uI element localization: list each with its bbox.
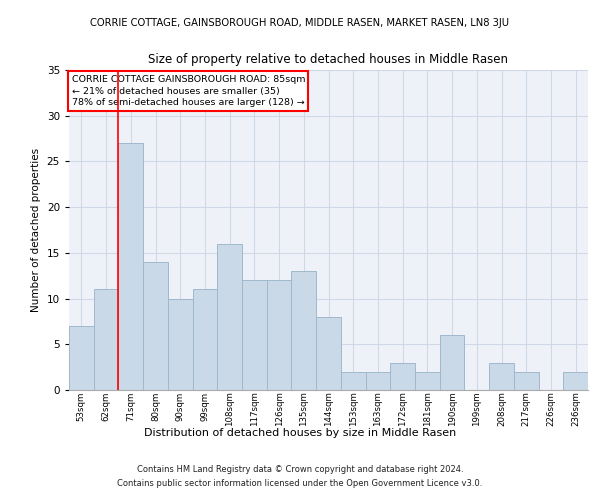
Text: Contains HM Land Registry data © Crown copyright and database right 2024.: Contains HM Land Registry data © Crown c… <box>137 466 463 474</box>
Bar <box>440 335 464 390</box>
Bar <box>292 271 316 390</box>
Text: CORRIE COTTAGE GAINSBOROUGH ROAD: 85sqm
← 21% of detached houses are smaller (35: CORRIE COTTAGE GAINSBOROUGH ROAD: 85sqm … <box>71 75 305 108</box>
Bar <box>390 362 415 390</box>
Bar <box>365 372 390 390</box>
Bar <box>118 143 143 390</box>
Text: Distribution of detached houses by size in Middle Rasen: Distribution of detached houses by size … <box>144 428 456 438</box>
Text: CORRIE COTTAGE, GAINSBOROUGH ROAD, MIDDLE RASEN, MARKET RASEN, LN8 3JU: CORRIE COTTAGE, GAINSBOROUGH ROAD, MIDDL… <box>91 18 509 28</box>
Bar <box>143 262 168 390</box>
Bar <box>217 244 242 390</box>
Bar <box>69 326 94 390</box>
Y-axis label: Number of detached properties: Number of detached properties <box>31 148 41 312</box>
Bar <box>514 372 539 390</box>
Bar <box>341 372 365 390</box>
Bar <box>267 280 292 390</box>
Bar <box>168 298 193 390</box>
Bar <box>563 372 588 390</box>
Bar <box>94 290 118 390</box>
Bar <box>242 280 267 390</box>
Title: Size of property relative to detached houses in Middle Rasen: Size of property relative to detached ho… <box>149 53 509 66</box>
Bar <box>415 372 440 390</box>
Text: Contains public sector information licensed under the Open Government Licence v3: Contains public sector information licen… <box>118 479 482 488</box>
Bar <box>489 362 514 390</box>
Bar <box>193 290 217 390</box>
Bar <box>316 317 341 390</box>
